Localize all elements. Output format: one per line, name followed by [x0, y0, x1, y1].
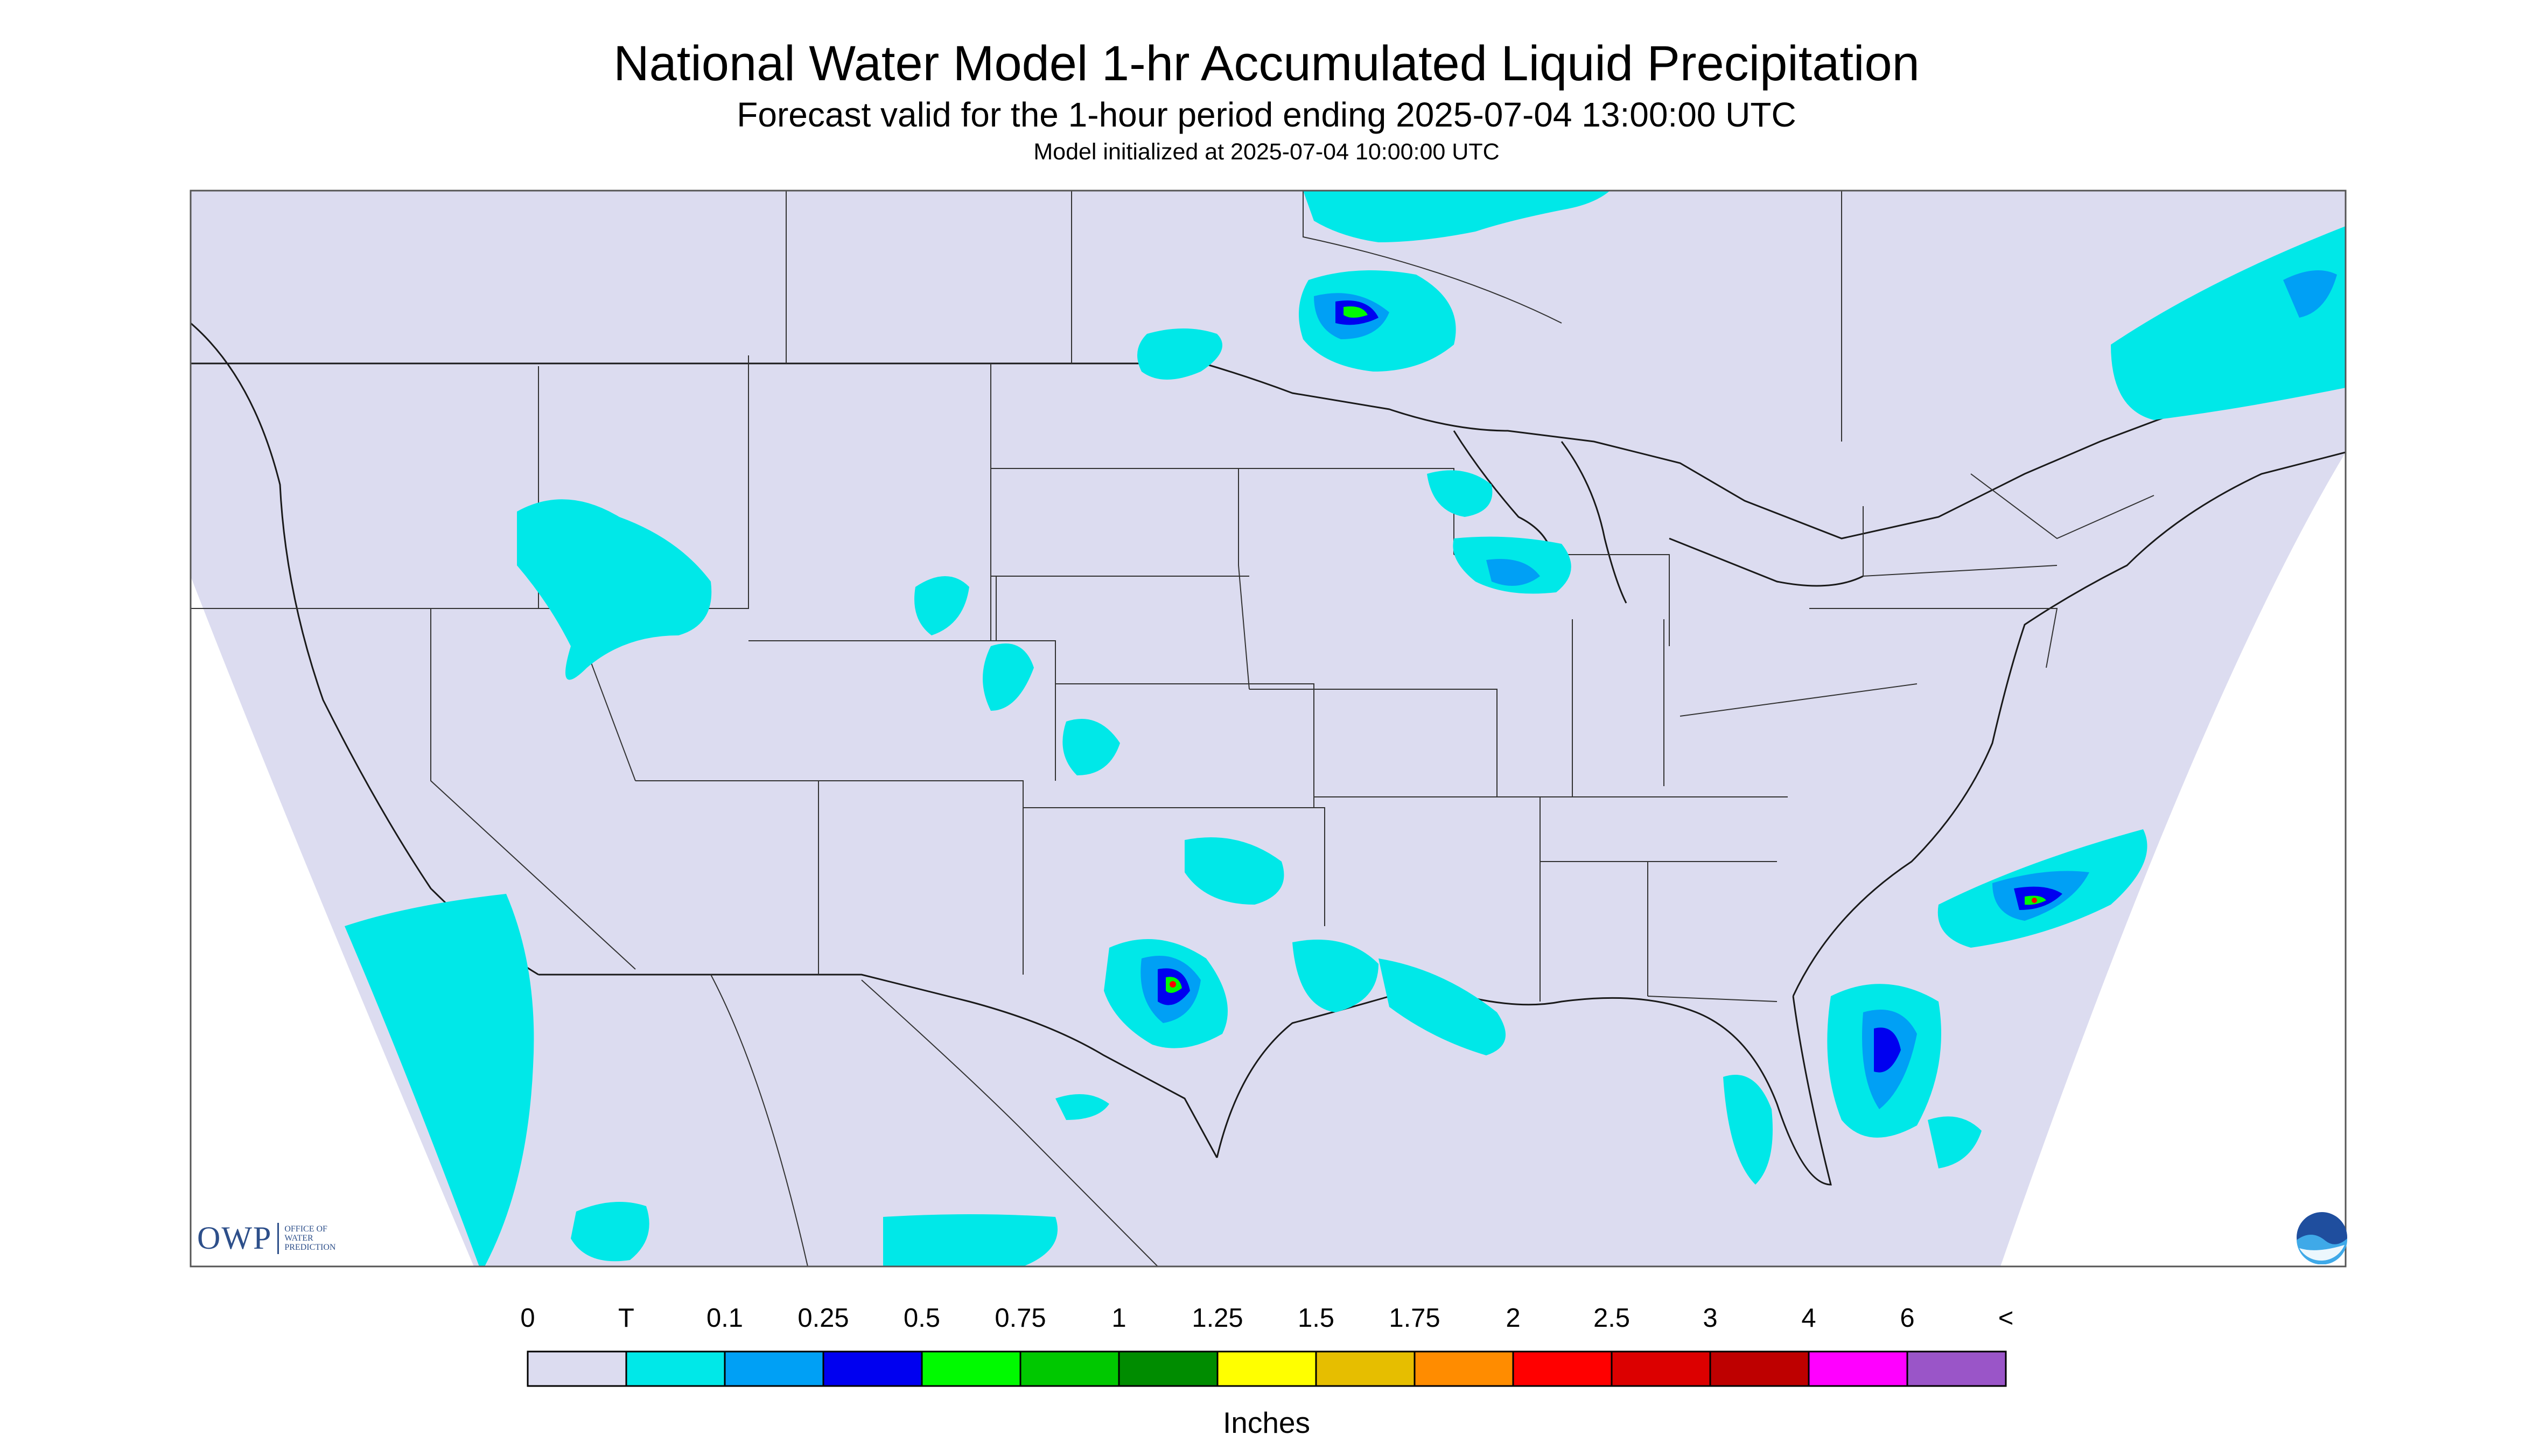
- precip-mexico-south: [883, 1214, 1058, 1266]
- projection-edge-right: [2000, 452, 2346, 1266]
- precip-baja-pacific: [345, 894, 534, 1266]
- map-subtitle: Forecast valid for the 1-hour period end…: [737, 95, 1796, 134]
- precip-atlantic-se: [1928, 1116, 1982, 1168]
- owp-separator: [277, 1222, 279, 1254]
- legend-swatch: [1019, 1350, 1120, 1387]
- legend-swatch: [1315, 1350, 1416, 1387]
- legend-swatch: [527, 1350, 627, 1387]
- precip-florida-gulf: [1723, 1075, 1773, 1185]
- legend-label: 3: [1703, 1304, 1718, 1333]
- legend-swatch: [724, 1350, 824, 1387]
- state-lines: [191, 191, 2154, 1266]
- legend-label: 6: [1900, 1304, 1915, 1333]
- map-title: National Water Model 1-hr Accumulated Li…: [613, 36, 1920, 91]
- legend-swatch: [921, 1350, 1021, 1387]
- legend-label: T: [618, 1304, 634, 1333]
- noaa-logo: [2297, 1212, 2348, 1264]
- precip-minnesota: [1137, 328, 1222, 380]
- map-domain: [191, 191, 2346, 1266]
- legend-label: 0.1: [706, 1304, 744, 1333]
- precip-east-texas: [1292, 940, 1379, 1012]
- legend-label: 1: [1111, 1304, 1126, 1333]
- precip-ontario-north: [1303, 191, 1610, 242]
- legend-swatch: [1611, 1350, 1711, 1387]
- legend-label: 1.75: [1389, 1304, 1440, 1333]
- legend-swatch: [1808, 1350, 1908, 1387]
- legend-swatch: [1906, 1350, 2007, 1387]
- legend-color-bar: [527, 1350, 2007, 1387]
- legend-label: 4: [1801, 1304, 1816, 1333]
- precip-areas: [345, 191, 2346, 1266]
- legend-swatch: [1118, 1350, 1219, 1387]
- legend-swatch: [625, 1350, 726, 1387]
- legend-swatch: [1512, 1350, 1613, 1387]
- precip-colorado-a: [914, 576, 969, 635]
- map-frame: [190, 190, 2347, 1268]
- precip-pacific-south: [571, 1202, 649, 1262]
- legend-label: 0: [520, 1304, 535, 1333]
- legend-label: 1.25: [1192, 1304, 1243, 1333]
- legend-swatch: [1414, 1350, 1514, 1387]
- legend-swatch: [822, 1350, 923, 1387]
- precip-louisiana: [1379, 958, 1506, 1055]
- precip-atlantic-ne: [2111, 226, 2346, 420]
- owp-full-name: OFFICE OF WATER PREDICTION: [284, 1224, 336, 1252]
- precip-wisconsin: [1427, 470, 1493, 517]
- legend-units: Inches: [1222, 1406, 1311, 1439]
- legend-label: 0.25: [797, 1304, 849, 1333]
- legend-swatch: [1216, 1350, 1317, 1387]
- precip-kansas: [1062, 719, 1120, 775]
- owp-logo: OWP OFFICE OF WATER PREDICTION: [197, 1220, 354, 1257]
- precip-colorado-b: [983, 643, 1034, 711]
- legend-label: 0.5: [903, 1304, 941, 1333]
- precip-idaho: [517, 499, 712, 680]
- legend-label: <: [1998, 1304, 2014, 1333]
- gulf-coast: [1216, 984, 1832, 1186]
- legend-label: 1.5: [1297, 1304, 1335, 1333]
- projection-edge-left: [191, 576, 474, 1266]
- legend-label: 2: [1506, 1304, 1521, 1333]
- mexico-border: [538, 974, 1218, 1158]
- legend-label: 0.75: [995, 1304, 1046, 1333]
- precip-canada-east: [2122, 373, 2170, 405]
- canada-us-border: [191, 362, 2346, 540]
- legend-label: 2.5: [1593, 1304, 1631, 1333]
- atlantic-coast: [1792, 451, 2346, 997]
- precip-extreme: [1170, 898, 2037, 988]
- precip-south-texas: [1055, 1094, 1109, 1120]
- owp-abbrev: OWP: [197, 1220, 272, 1256]
- legend-swatch: [1709, 1350, 1810, 1387]
- model-init-time: Model initialized at 2025-07-04 10:00:00…: [1033, 139, 1500, 165]
- precip-oklahoma: [1185, 837, 1284, 905]
